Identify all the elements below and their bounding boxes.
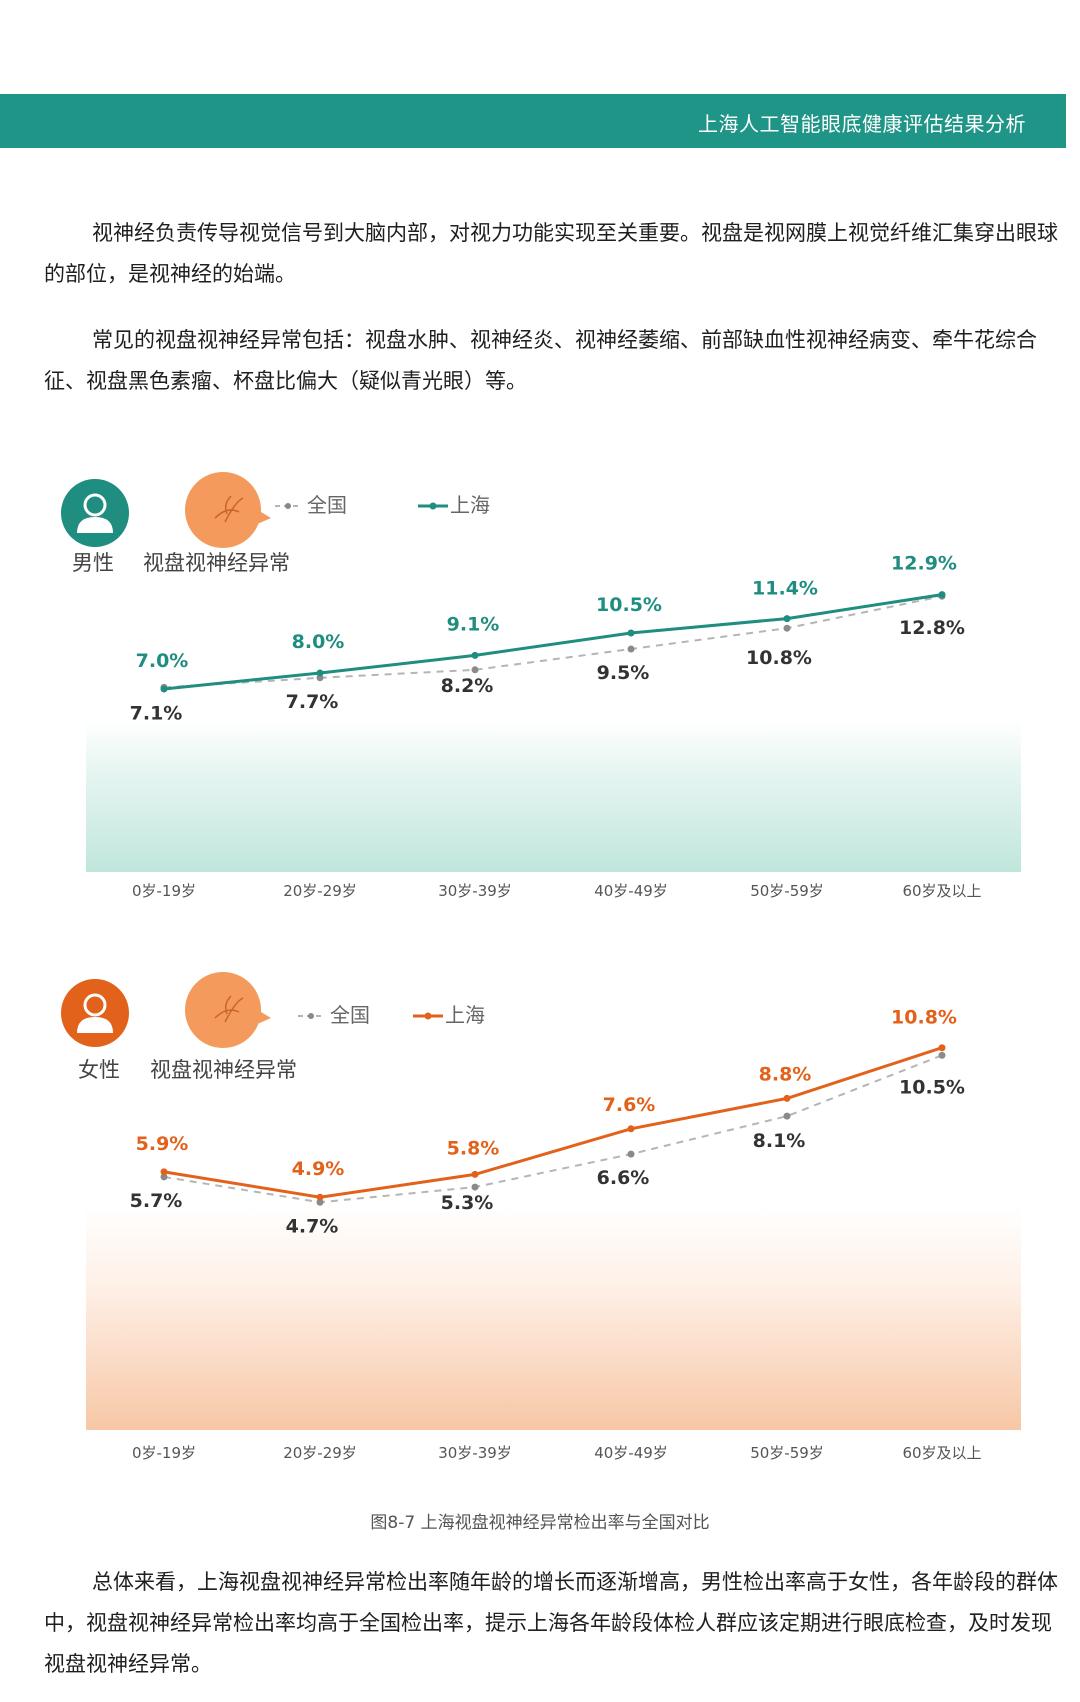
- shanghai-data-label: 7.0%: [136, 650, 189, 672]
- national-data-label: 8.1%: [753, 1130, 806, 1152]
- shanghai-point: [471, 651, 479, 659]
- national-data-label: 7.1%: [130, 702, 183, 724]
- subject-label: 视盘视神经异常: [143, 551, 290, 575]
- intro-paragraph-1: 视神经负责传导视觉信号到大脑内部，对视力功能实现至关重要。视盘是视网膜上视觉纤维…: [44, 221, 1058, 286]
- x-tick-label: 50岁-59岁: [750, 1444, 824, 1462]
- figure-caption: 图8-7 上海视盘视神经异常检出率与全国对比: [370, 1513, 710, 1533]
- male-avatar-icon: [61, 479, 129, 547]
- legend-national-label: 全国: [330, 1003, 370, 1027]
- gender-label: 男性: [72, 551, 114, 575]
- intro-paragraph-2: 常见的视盘视神经异常包括：视盘水肿、视神经炎、视神经萎缩、前部缺血性视神经病变、…: [44, 328, 1037, 393]
- female-avatar-icon: [61, 979, 129, 1047]
- x-tick-label: 0岁-19岁: [132, 1444, 196, 1462]
- national-data-label: 5.7%: [130, 1190, 183, 1212]
- shanghai-point: [627, 1125, 635, 1133]
- shanghai-series-line: [163, 1046, 943, 1199]
- subject-label: 视盘视神经异常: [150, 1058, 297, 1082]
- national-point: [783, 624, 791, 632]
- x-tick-label: 60岁及以上: [902, 882, 981, 900]
- shanghai-point: [160, 685, 168, 693]
- x-tick-label: 60岁及以上: [902, 1444, 981, 1462]
- national-point: [938, 1051, 946, 1059]
- optic-nerve-shape: [251, 1006, 271, 1026]
- shanghai-data-label: 12.9%: [891, 553, 957, 575]
- national-data-label: 12.8%: [899, 617, 965, 639]
- shanghai-point: [783, 1094, 791, 1102]
- legend-shanghai-marker: [429, 502, 437, 510]
- national-data-label: 10.5%: [899, 1076, 965, 1098]
- shanghai-data-label: 8.8%: [759, 1063, 812, 1085]
- legend-national-label: 全国: [307, 493, 347, 517]
- shanghai-point: [783, 615, 791, 623]
- national-point: [627, 1150, 635, 1158]
- shanghai-data-label: 10.5%: [596, 594, 662, 616]
- shanghai-data-label: 4.9%: [292, 1158, 345, 1180]
- national-point: [627, 645, 635, 653]
- shanghai-data-label: 8.0%: [292, 631, 345, 653]
- national-point: [783, 1112, 791, 1120]
- legend-shanghai-marker: [424, 1012, 432, 1020]
- national-point: [316, 1198, 324, 1206]
- x-tick-label: 30岁-39岁: [438, 882, 512, 900]
- avatar-head-shape: [83, 493, 107, 517]
- x-tick-label: 50岁-59岁: [750, 882, 824, 900]
- national-point: [316, 674, 324, 682]
- retina-vessels-shape: [214, 495, 244, 523]
- summary-paragraph: 总体来看，上海视盘视神经异常检出率随年龄的增长而逐渐增高，男性检出率高于女性，各…: [44, 1570, 1058, 1676]
- retina-vessels-shape: [214, 995, 244, 1023]
- national-point: [471, 666, 479, 674]
- shanghai-point: [938, 591, 946, 599]
- eye-icon: [185, 972, 261, 1048]
- legend-national-marker: [285, 503, 291, 509]
- page-title: 上海人工智能眼底健康评估结果分析: [698, 112, 1026, 136]
- national-data-label: 6.6%: [597, 1167, 650, 1189]
- national-data-label: 4.7%: [286, 1215, 339, 1237]
- shanghai-point: [316, 669, 324, 677]
- avatar-head-shape: [83, 993, 107, 1017]
- x-tick-label: 0岁-19岁: [132, 882, 196, 900]
- national-series-line: [163, 1054, 943, 1204]
- plot-background: [86, 720, 1021, 872]
- shanghai-series-line: [163, 593, 943, 691]
- x-tick-label: 40岁-49岁: [594, 882, 668, 900]
- shanghai-data-label: 5.9%: [136, 1133, 189, 1155]
- shanghai-data-label: 11.4%: [752, 578, 818, 600]
- shanghai-point: [471, 1170, 479, 1178]
- eye-icon: [185, 472, 261, 548]
- shanghai-point: [938, 1044, 946, 1052]
- avatar-body-shape: [77, 517, 113, 533]
- x-tick-label: 30岁-39岁: [438, 1444, 512, 1462]
- shanghai-point: [627, 629, 635, 637]
- national-data-label: 9.5%: [597, 662, 650, 684]
- optic-nerve-shape: [251, 506, 271, 526]
- x-tick-label: 40岁-49岁: [594, 1444, 668, 1462]
- x-tick-label: 20岁-29岁: [283, 1444, 357, 1462]
- avatar-body-shape: [77, 1017, 113, 1033]
- national-series-line: [163, 595, 943, 689]
- header-band: 上海人工智能眼底健康评估结果分析: [0, 94, 1066, 148]
- x-tick-label: 20岁-29岁: [283, 882, 357, 900]
- legend-shanghai-label: 上海: [450, 493, 490, 517]
- shanghai-data-label: 10.8%: [891, 1007, 957, 1029]
- shanghai-data-label: 5.8%: [447, 1137, 500, 1159]
- gender-label: 女性: [78, 1058, 120, 1082]
- shanghai-data-label: 9.1%: [447, 613, 500, 635]
- national-data-label: 10.8%: [746, 647, 812, 669]
- legend-national-marker: [308, 1013, 314, 1019]
- national-data-label: 8.2%: [441, 675, 494, 697]
- national-point: [160, 1173, 168, 1181]
- national-data-label: 5.3%: [441, 1192, 494, 1214]
- shanghai-point: [316, 1193, 324, 1201]
- national-data-label: 7.7%: [286, 691, 339, 713]
- national-point: [471, 1183, 479, 1191]
- legend-shanghai-label: 上海: [445, 1003, 485, 1027]
- shanghai-data-label: 7.6%: [603, 1094, 656, 1116]
- plot-background: [86, 1205, 1021, 1430]
- shanghai-point: [160, 1168, 168, 1176]
